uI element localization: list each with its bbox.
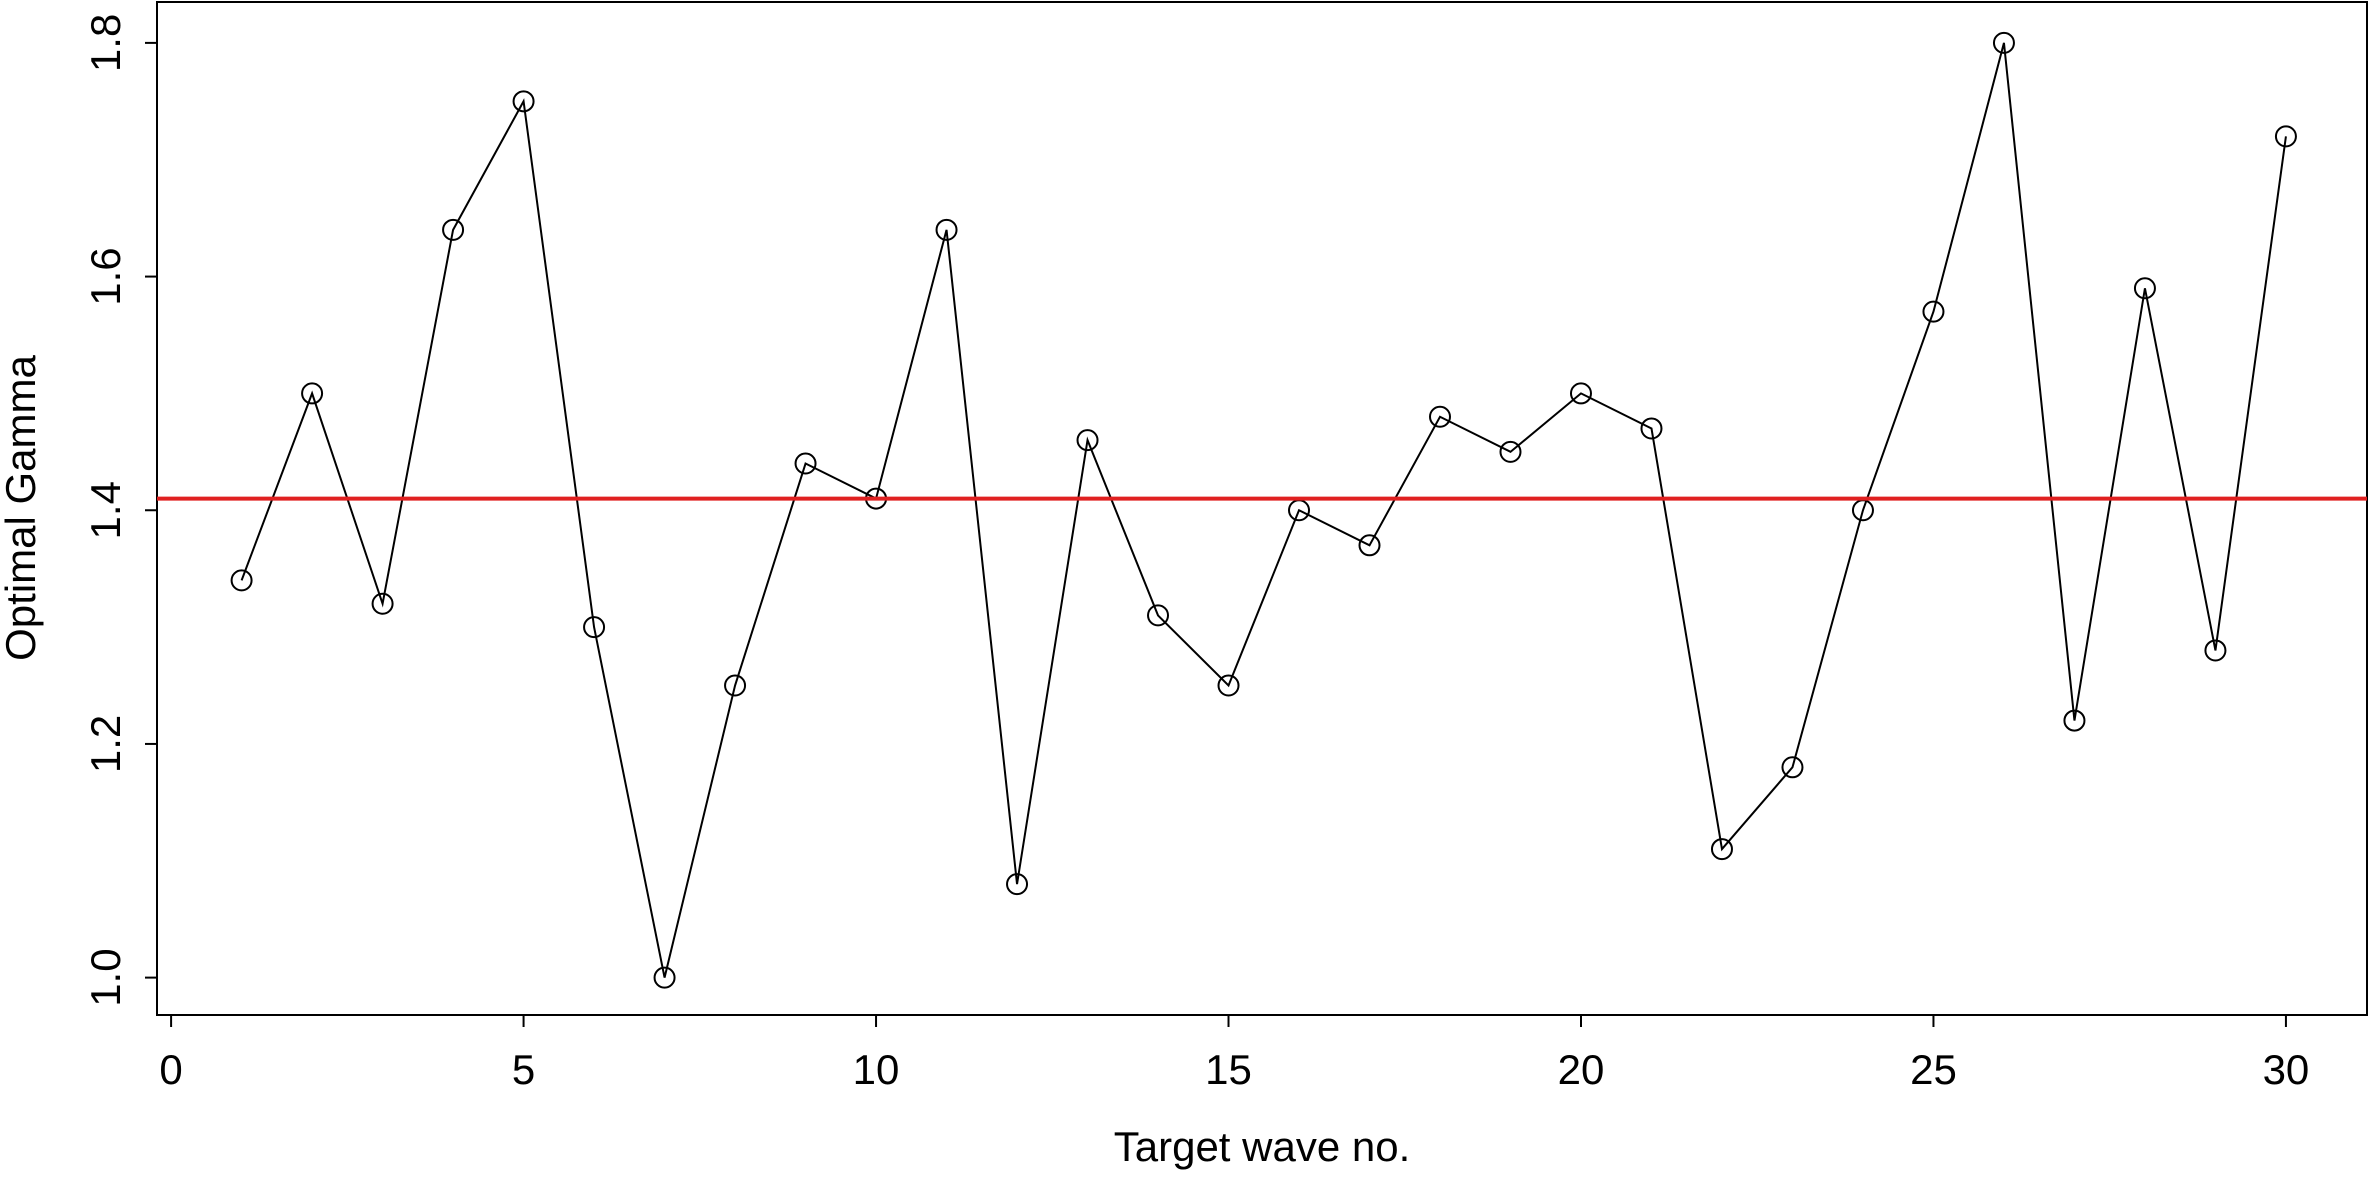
x-tick-label: 25 bbox=[1910, 1046, 1957, 1093]
data-point bbox=[724, 674, 747, 697]
x-axis-label: Target wave no. bbox=[1114, 1123, 1411, 1170]
x-tick-label: 20 bbox=[1558, 1046, 1605, 1093]
y-tick-label: 1.8 bbox=[82, 14, 129, 72]
data-point bbox=[794, 452, 817, 475]
data-point bbox=[1006, 873, 1029, 896]
data-point bbox=[2274, 125, 2297, 148]
y-tick-label: 1.4 bbox=[82, 481, 129, 539]
plot-frame bbox=[156, 1, 2368, 1016]
data-point bbox=[583, 616, 606, 639]
data-point bbox=[512, 90, 535, 113]
data-point bbox=[442, 218, 465, 241]
y-axis-label: Optimal Gamma bbox=[0, 354, 44, 660]
data-point bbox=[230, 569, 253, 592]
data-point bbox=[1992, 31, 2015, 54]
data-point bbox=[2063, 709, 2086, 732]
data-point bbox=[1781, 756, 1804, 779]
data-point bbox=[653, 966, 676, 989]
y-tick-label: 1.2 bbox=[82, 715, 129, 773]
x-tick-label: 5 bbox=[512, 1046, 535, 1093]
data-point bbox=[1710, 838, 1733, 861]
x-tick-label: 15 bbox=[1205, 1046, 1252, 1093]
y-tick-label: 1.6 bbox=[82, 247, 129, 305]
data-point bbox=[371, 592, 394, 615]
data-point bbox=[1922, 300, 1945, 323]
data-point bbox=[301, 382, 324, 405]
y-tick-label: 1.0 bbox=[82, 948, 129, 1006]
x-tick-label: 10 bbox=[853, 1046, 900, 1093]
data-point bbox=[1076, 429, 1099, 452]
data-point bbox=[2204, 639, 2227, 662]
data-point bbox=[1569, 382, 1592, 405]
data-point bbox=[1499, 440, 1522, 463]
x-tick-label: 0 bbox=[159, 1046, 182, 1093]
data-point bbox=[1147, 604, 1170, 627]
data-point bbox=[1217, 674, 1240, 697]
data-point bbox=[1640, 417, 1663, 440]
data-point bbox=[935, 218, 958, 241]
data-line bbox=[240, 42, 2287, 978]
data-point bbox=[1428, 405, 1451, 428]
data-point bbox=[1358, 534, 1381, 557]
data-point bbox=[2133, 277, 2156, 300]
x-tick-label: 30 bbox=[2263, 1046, 2310, 1093]
